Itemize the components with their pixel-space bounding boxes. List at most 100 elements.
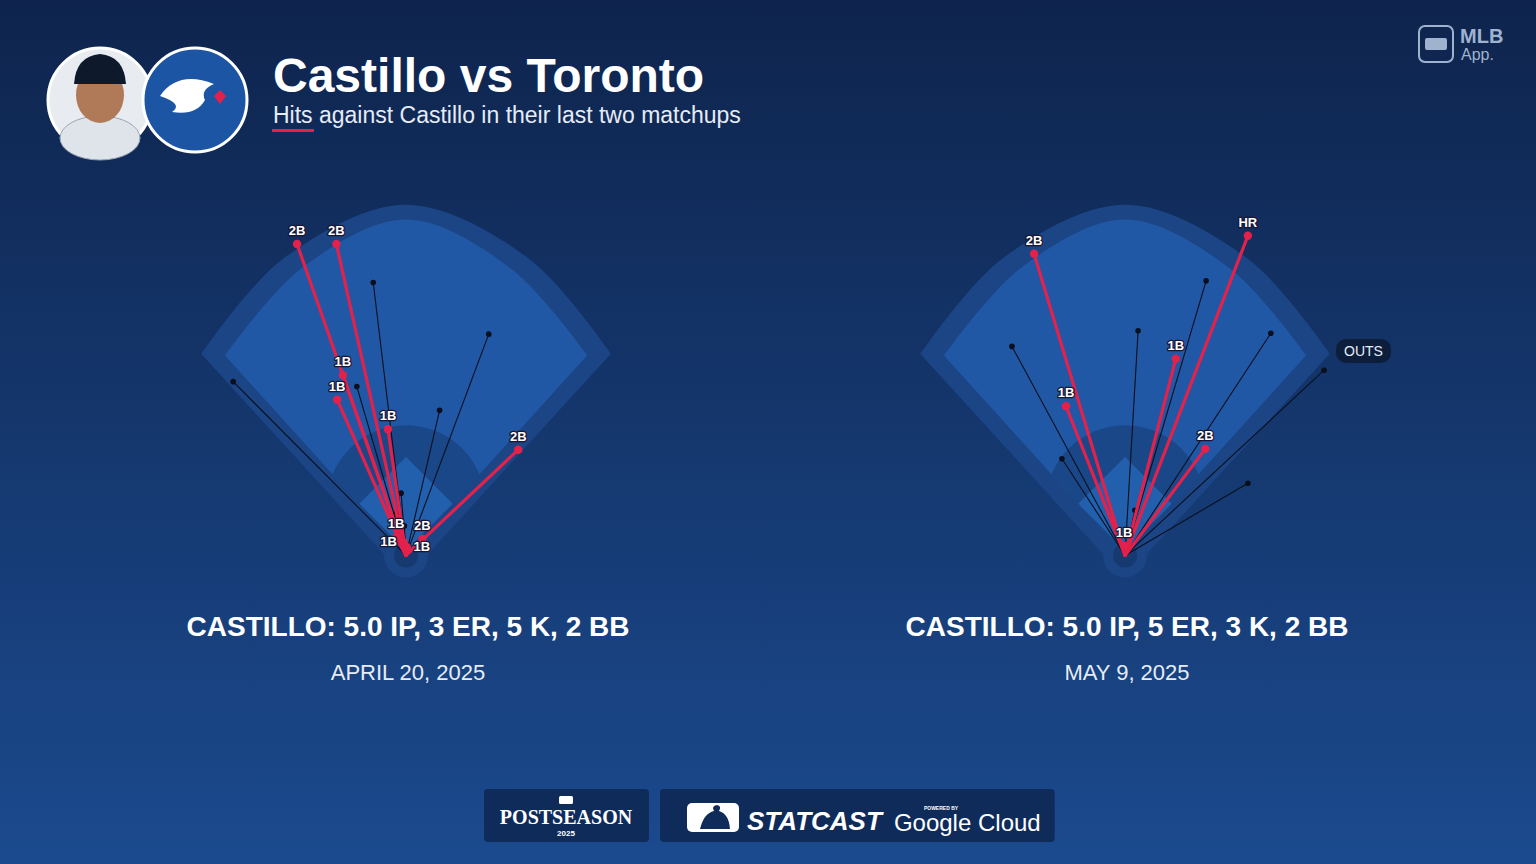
out-dot bbox=[1203, 278, 1209, 284]
hit-label: 1B bbox=[388, 516, 405, 531]
marks bbox=[230, 240, 522, 556]
out-dot bbox=[1135, 328, 1141, 334]
statcast-badge: STATCASTPOWERED BYGoogle Cloud bbox=[660, 789, 1055, 842]
annotation-pill bbox=[1336, 339, 1391, 363]
out-dot bbox=[1009, 344, 1015, 350]
hit-dot bbox=[1244, 232, 1252, 240]
title: Castillo vs Toronto bbox=[273, 49, 704, 102]
hit-label: 1B bbox=[380, 408, 397, 423]
hit-label: 1B bbox=[1116, 525, 1133, 540]
brand-icon bbox=[1419, 26, 1453, 62]
badge-icon bbox=[559, 796, 573, 804]
team-logo bbox=[143, 48, 247, 152]
hit-dot bbox=[1201, 445, 1209, 453]
hit-line bbox=[336, 244, 406, 555]
brand-icon-inner bbox=[1425, 38, 1447, 50]
spray-chart: 2B 2B 1B 1B 1B 2B 1B 1B 1B 2B CASTILLO: 5.0 IP, 3 … bbox=[187, 205, 630, 685]
out-dot bbox=[354, 384, 360, 390]
field-halo bbox=[201, 205, 611, 579]
photo-cap bbox=[74, 54, 126, 84]
hit-label: 2B bbox=[328, 223, 345, 238]
hit-line bbox=[1034, 254, 1125, 556]
hit-label: 2B bbox=[1197, 428, 1214, 443]
hit-label: 2B bbox=[414, 518, 431, 533]
out-dot bbox=[230, 379, 236, 385]
caption: CASTILLO: 5.0 IP, 5 ER, 3 K, 2 BB bbox=[906, 611, 1349, 642]
out-line bbox=[1012, 346, 1125, 555]
hit-dot bbox=[1030, 250, 1038, 258]
hit-label: 2B bbox=[289, 223, 306, 238]
hit-label: 1B bbox=[329, 379, 346, 394]
hit-line bbox=[1125, 359, 1176, 556]
hit-label: 2B bbox=[510, 429, 527, 444]
spray-chart: 2B HR 1B 1B 2B 1B OUTS CASTILLO: 5.0 IP, 5 ER, … bbox=[906, 205, 1391, 685]
badge-icon-figure bbox=[700, 805, 730, 829]
hit-line bbox=[1125, 236, 1248, 556]
badge-bg bbox=[484, 789, 649, 842]
hit-label: 1B bbox=[414, 539, 431, 554]
postseason-badge: POSTSEASON2025 bbox=[484, 789, 649, 842]
brand: MLBApp. bbox=[1419, 25, 1503, 63]
badge-text: STATCAST bbox=[747, 806, 884, 836]
out-dot bbox=[1268, 331, 1274, 337]
caption: CASTILLO: 5.0 IP, 3 ER, 5 K, 2 BB bbox=[187, 611, 630, 642]
out-dot bbox=[1245, 480, 1251, 486]
brand-text: App. bbox=[1461, 46, 1494, 63]
out-line bbox=[1125, 281, 1206, 556]
hit-dot bbox=[1172, 355, 1180, 363]
out-line bbox=[406, 334, 489, 555]
out-line bbox=[1125, 370, 1324, 555]
hit-dot bbox=[293, 240, 301, 248]
out-dot bbox=[1321, 367, 1327, 373]
logo-bird bbox=[160, 79, 214, 113]
out-dot bbox=[437, 408, 443, 414]
hit-dot bbox=[1062, 402, 1070, 410]
hit-line bbox=[1125, 449, 1205, 556]
hit-dot bbox=[1120, 541, 1128, 549]
field bbox=[944, 219, 1306, 555]
hit-label: HR bbox=[1238, 215, 1257, 230]
subtitle-underline bbox=[272, 129, 314, 132]
out-line bbox=[1125, 483, 1248, 555]
out-line bbox=[406, 410, 440, 555]
out-dot bbox=[1059, 456, 1065, 462]
badge-icon bbox=[687, 803, 739, 832]
hit-label: 1B bbox=[335, 354, 352, 369]
canvas: Castillo vs TorontoHits against Castillo… bbox=[0, 0, 1536, 864]
out-line bbox=[1125, 331, 1138, 556]
hit-label: 1B bbox=[1167, 338, 1184, 353]
out-dot bbox=[370, 280, 376, 286]
out-dot bbox=[486, 331, 492, 337]
hit-line bbox=[297, 244, 406, 555]
hit-labels: 2B HR 1B 1B 2B 1B bbox=[1026, 215, 1258, 540]
player-photo bbox=[48, 48, 152, 160]
badge-year: 2025 bbox=[557, 829, 575, 838]
out-line bbox=[233, 382, 406, 556]
hit-line bbox=[406, 450, 518, 556]
hit-label: 1B bbox=[380, 534, 397, 549]
background bbox=[0, 0, 1536, 864]
date: MAY 9, 2025 bbox=[1064, 660, 1189, 685]
badge-text: Google Cloud bbox=[894, 809, 1041, 836]
infield bbox=[1046, 425, 1205, 584]
hit-dot bbox=[333, 395, 341, 403]
brand-text: MLB bbox=[1460, 25, 1503, 47]
date: APRIL 20, 2025 bbox=[331, 660, 486, 685]
field bbox=[225, 219, 587, 555]
hit-label: 1B bbox=[1058, 385, 1075, 400]
subtitle: Hits against Castillo in their last two … bbox=[273, 102, 741, 128]
hit-label: 2B bbox=[1026, 233, 1043, 248]
out-dot bbox=[398, 490, 404, 496]
infield-dirt bbox=[1046, 425, 1205, 584]
hit-line bbox=[337, 400, 406, 556]
hit-dot bbox=[332, 240, 340, 248]
infield-grass bbox=[359, 457, 452, 550]
hit-labels: 2B 2B 1B 1B 1B 2B 1B 1B 1B 2B bbox=[289, 223, 527, 554]
annotation: OUTS bbox=[1336, 339, 1391, 363]
annotation-text: OUTS bbox=[1344, 343, 1383, 359]
badge-bg bbox=[660, 789, 1055, 842]
out-line bbox=[357, 387, 406, 556]
hit-dot bbox=[514, 445, 522, 453]
logo-leaf bbox=[214, 90, 226, 104]
marks bbox=[1009, 232, 1327, 556]
